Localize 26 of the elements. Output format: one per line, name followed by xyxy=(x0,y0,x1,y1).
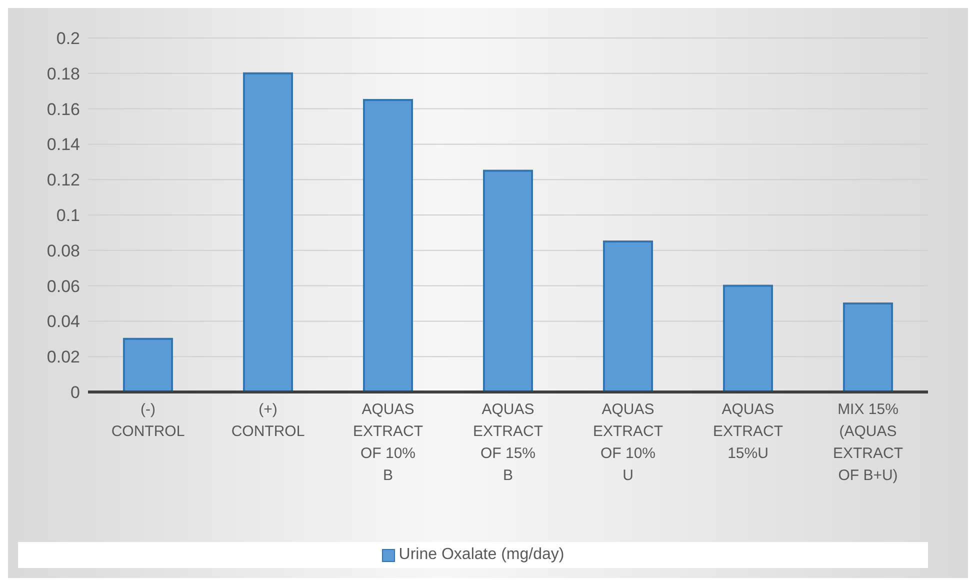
y-tick-label: 0.12 xyxy=(46,170,80,190)
y-tick-label: 0.18 xyxy=(46,64,80,84)
x-tick-label: (+) CONTROL xyxy=(231,401,305,440)
y-tick-label: 0.14 xyxy=(46,135,80,154)
x-tick-label: AQUAS EXTRACT 15%U xyxy=(712,401,784,462)
y-tick-label: 0.06 xyxy=(46,276,80,296)
bar xyxy=(483,170,533,392)
y-tick-label: 0.1 xyxy=(56,206,80,226)
x-tick-label: (-) CONTROL xyxy=(111,401,185,440)
bar xyxy=(843,302,893,392)
legend-label: Urine Oxalate (mg/day) xyxy=(398,546,564,564)
y-tick-label: 0 xyxy=(70,383,80,402)
y-tick-label: 0.02 xyxy=(46,348,80,367)
bar xyxy=(723,284,773,392)
x-tick-label: AQUAS EXTRACT OF 10% B xyxy=(352,401,424,484)
x-tick-label: MIX 15% (AQUAS EXTRACT OF B+U) xyxy=(832,401,904,484)
x-tick-label: AQUAS EXTRACT OF 10% U xyxy=(592,401,664,484)
y-tick-label: 0.16 xyxy=(46,100,80,119)
y-tick-label: 0.2 xyxy=(56,29,80,48)
bar xyxy=(123,338,173,392)
bar xyxy=(243,72,293,392)
y-tick-label: 0.04 xyxy=(46,312,80,332)
y-tick-label: 0.08 xyxy=(46,241,80,260)
x-tick-label: AQUAS EXTRACT OF 15% B xyxy=(472,401,544,484)
bar xyxy=(363,98,413,392)
bar xyxy=(603,240,653,392)
